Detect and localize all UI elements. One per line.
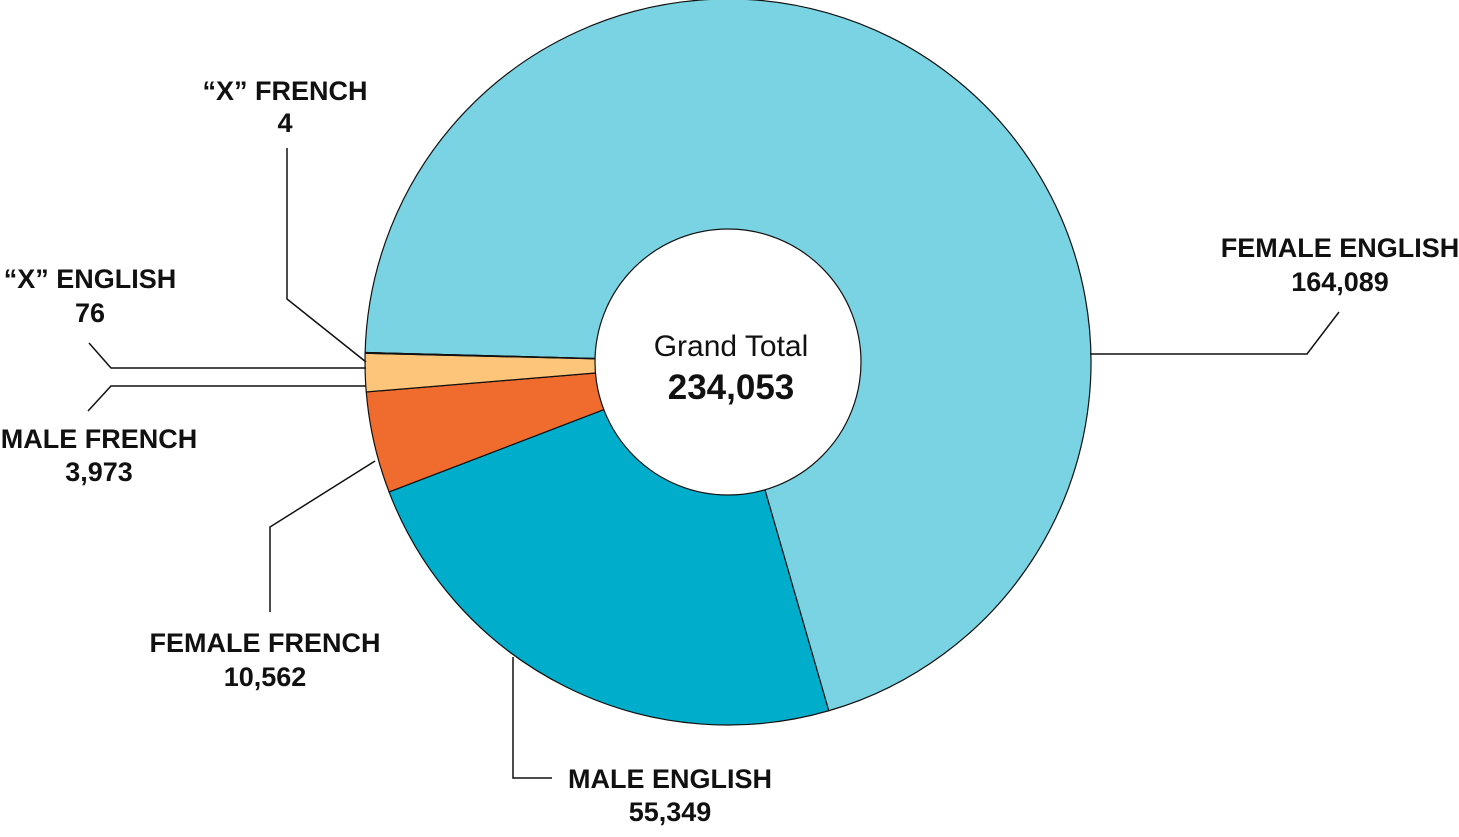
leader-line-male-english (512, 657, 552, 779)
slice-label-male-english: MALE ENGLISH (568, 764, 772, 794)
slice-label-x-english: “X” ENGLISH (4, 264, 177, 294)
slice-label-male-french: MALE FRENCH (1, 424, 198, 454)
leader-line-x-english (88, 342, 366, 369)
center-title: Grand Total (654, 330, 809, 363)
leader-line-male-french (87, 385, 366, 412)
leader-line-female-french (269, 460, 376, 612)
slice-label-female-french: FEMALE FRENCH (150, 628, 381, 658)
slice-value-male-french: 3,973 (65, 457, 133, 487)
donut-hole (594, 228, 862, 496)
center-total-value: 234,053 (668, 368, 795, 407)
leader-line-group (87, 148, 1340, 779)
slice-value-female-french: 10,562 (224, 662, 307, 692)
slice-value-female-english: 164,089 (1291, 267, 1389, 297)
leader-line-x-french (286, 148, 367, 363)
slice-value-x-french: 4 (277, 108, 292, 138)
slice-value-male-english: 55,349 (629, 797, 712, 827)
slice-label-x-french: “X” FRENCH (202, 76, 367, 106)
leader-line-female-english (1090, 311, 1340, 355)
slice-label-female-english: FEMALE ENGLISH (1221, 233, 1459, 263)
slice-value-x-english: 76 (75, 298, 105, 328)
